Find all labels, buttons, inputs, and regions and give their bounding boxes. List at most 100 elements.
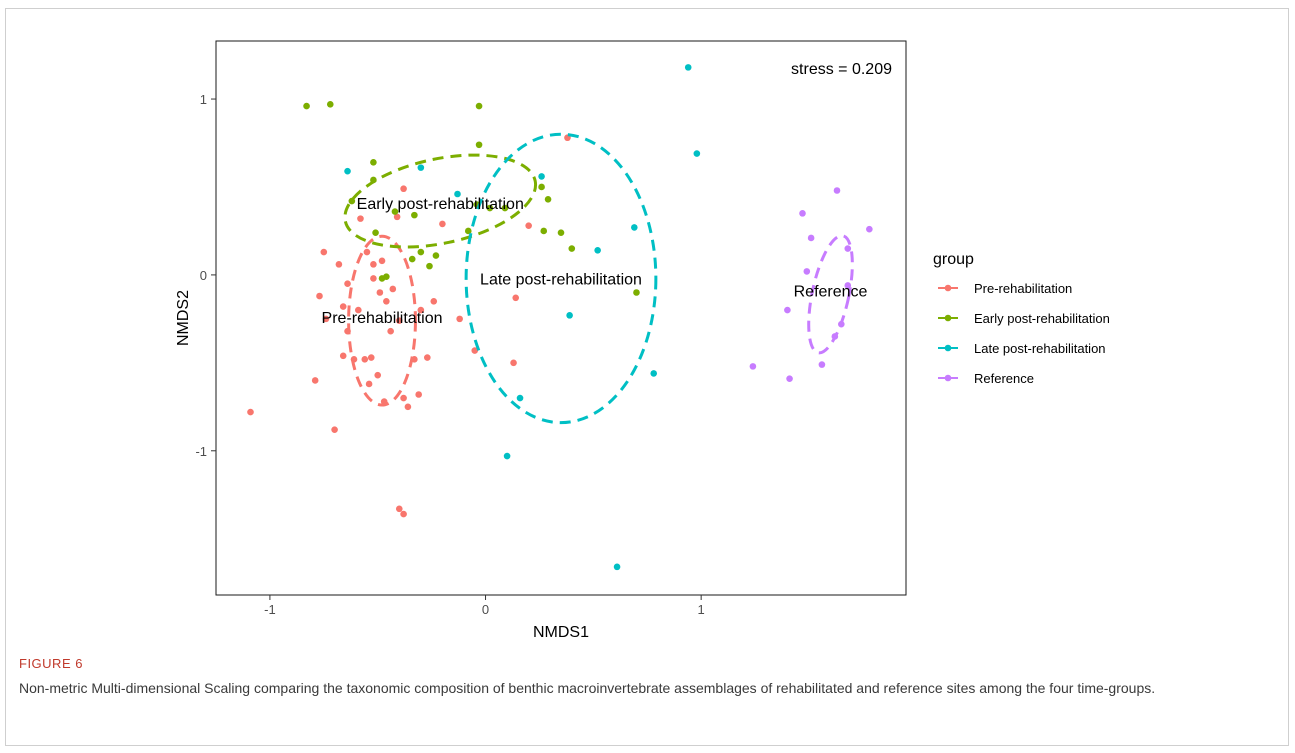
point-late-post-rehabilitation xyxy=(417,164,425,171)
point-reference xyxy=(844,245,852,252)
x-tick-label: -1 xyxy=(264,602,276,617)
legend-label: Late post-rehabilitation xyxy=(974,341,1106,356)
point-early-post-rehabilitation xyxy=(475,141,483,149)
nmds-scatter-chart: Early post-rehabilitationPre-rehabilitat… xyxy=(175,40,1110,641)
point-early-post-rehabilitation xyxy=(475,102,483,110)
point-pre-rehabilitation xyxy=(424,354,431,361)
point-late-post-rehabilitation xyxy=(631,224,638,231)
ellipse-label: Early post-rehabilitation xyxy=(357,196,524,213)
point-early-post-rehabilitation xyxy=(370,159,377,166)
point-reference xyxy=(818,361,826,368)
y-axis-label: NMDS2 xyxy=(175,290,192,346)
point-pre-rehabilitation xyxy=(339,352,347,360)
point-pre-rehabilitation xyxy=(376,289,384,296)
point-early-post-rehabilitation xyxy=(501,204,509,212)
point-late-post-rehabilitation xyxy=(454,190,461,198)
point-pre-rehabilitation xyxy=(525,222,532,229)
point-early-post-rehabilitation xyxy=(568,245,576,252)
point-pre-rehabilitation xyxy=(400,510,407,518)
point-pre-rehabilitation xyxy=(400,185,407,193)
point-late-post-rehabilitation xyxy=(516,394,524,402)
point-early-post-rehabilitation xyxy=(432,252,440,259)
legend-label: Early post-rehabilitation xyxy=(974,311,1110,326)
point-pre-rehabilitation xyxy=(357,215,364,222)
point-early-post-rehabilitation xyxy=(633,289,640,296)
point-pre-rehabilitation xyxy=(339,303,347,310)
legend-title: group xyxy=(933,251,974,268)
point-early-post-rehabilitation xyxy=(391,208,399,215)
point-pre-rehabilitation xyxy=(393,213,401,221)
point-late-post-rehabilitation xyxy=(344,167,351,175)
point-pre-rehabilitation xyxy=(512,294,520,302)
point-pre-rehabilitation xyxy=(311,377,319,384)
y-tick-label: -1 xyxy=(195,444,207,459)
point-pre-rehabilitation xyxy=(395,505,403,513)
point-pre-rehabilitation xyxy=(439,220,446,228)
point-pre-rehabilitation xyxy=(378,257,386,265)
point-pre-rehabilitation xyxy=(456,315,463,323)
point-early-post-rehabilitation xyxy=(464,227,472,235)
point-late-post-rehabilitation xyxy=(594,246,601,254)
point-reference xyxy=(799,210,806,217)
point-pre-rehabilitation xyxy=(335,261,343,268)
y-tick-label: 0 xyxy=(200,268,207,283)
legend-key-point xyxy=(944,344,952,352)
point-early-post-rehabilitation xyxy=(486,204,494,212)
point-reference xyxy=(749,363,757,370)
point-pre-rehabilitation xyxy=(370,261,377,268)
point-pre-rehabilitation xyxy=(430,297,438,305)
point-pre-rehabilitation xyxy=(417,306,425,314)
legend-label: Reference xyxy=(974,371,1034,386)
point-pre-rehabilitation xyxy=(389,285,397,293)
point-late-post-rehabilitation xyxy=(566,312,573,319)
ellipse-early-post-rehabilitation xyxy=(343,153,538,249)
point-pre-rehabilitation xyxy=(365,380,373,388)
figure-label: FIGURE 6 xyxy=(19,656,83,671)
point-early-post-rehabilitation xyxy=(540,227,548,235)
ellipse-pre-rehabilitation xyxy=(347,234,417,407)
legend-key-point xyxy=(944,374,952,382)
point-pre-rehabilitation xyxy=(363,248,371,256)
x-tick-label: 0 xyxy=(482,602,489,617)
point-early-post-rehabilitation xyxy=(544,195,552,203)
point-pre-rehabilitation xyxy=(471,347,479,354)
point-pre-rehabilitation xyxy=(316,292,323,300)
point-pre-rehabilitation xyxy=(361,356,369,363)
point-early-post-rehabilitation xyxy=(408,255,416,263)
point-early-post-rehabilitation xyxy=(426,262,433,270)
ellipse-label: Reference xyxy=(794,284,868,301)
point-reference xyxy=(844,282,852,289)
y-tick-label: 1 xyxy=(200,92,207,107)
point-reference xyxy=(833,187,841,194)
point-pre-rehabilitation xyxy=(387,327,394,335)
point-reference xyxy=(807,234,815,242)
legend-key-point xyxy=(944,314,952,322)
point-early-post-rehabilitation xyxy=(411,211,418,219)
point-reference xyxy=(866,225,873,233)
point-pre-rehabilitation xyxy=(322,315,330,323)
point-early-post-rehabilitation xyxy=(303,102,310,110)
point-pre-rehabilitation xyxy=(367,354,375,361)
plot-panel xyxy=(215,40,907,596)
point-pre-rehabilitation xyxy=(320,248,328,256)
point-early-post-rehabilitation xyxy=(372,229,379,237)
figure-caption: Non-metric Multi-dimensional Scaling com… xyxy=(19,680,1156,696)
point-early-post-rehabilitation xyxy=(417,248,425,256)
ellipse-late-post-rehabilitation xyxy=(464,132,658,425)
x-tick-label: 1 xyxy=(698,602,705,617)
point-pre-rehabilitation xyxy=(370,275,377,282)
ellipse-reference xyxy=(807,234,854,355)
legend: Pre-rehabilitation Early post-rehabilitat… xyxy=(938,281,1110,386)
point-late-post-rehabilitation xyxy=(650,370,658,377)
x-axis-label: NMDS1 xyxy=(533,624,589,641)
point-pre-rehabilitation xyxy=(510,359,517,367)
point-reference xyxy=(786,375,793,382)
stress-annotation: stress = 0.209 xyxy=(791,61,892,78)
point-pre-rehabilitation xyxy=(355,306,362,314)
point-pre-rehabilitation xyxy=(400,394,407,402)
point-early-post-rehabilitation xyxy=(348,197,356,205)
legend-key-point xyxy=(944,284,952,292)
point-late-post-rehabilitation xyxy=(613,563,621,571)
ellipse-label: Pre-rehabilitation xyxy=(322,310,443,327)
point-pre-rehabilitation xyxy=(395,317,403,324)
